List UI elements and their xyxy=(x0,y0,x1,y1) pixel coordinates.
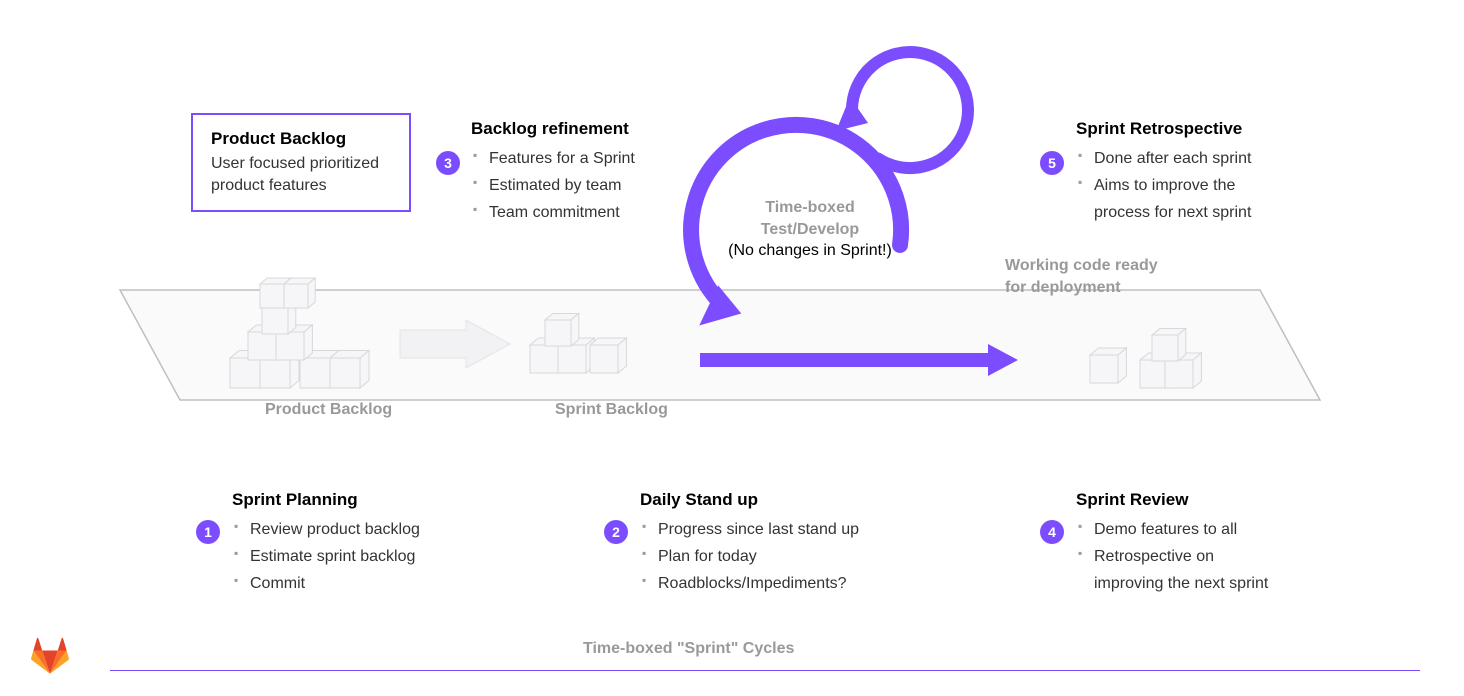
section-title-refinement: Backlog refinement xyxy=(471,119,635,139)
badge-review: 4 xyxy=(1040,520,1064,544)
section-item: Roadblocks/Impediments? xyxy=(640,570,859,597)
section-item: Estimate sprint backlog xyxy=(232,543,420,570)
ready-label: Working code ready for deployment xyxy=(1005,255,1158,298)
section-title-review: Sprint Review xyxy=(1076,490,1286,510)
badge-retrospective: 5 xyxy=(1040,151,1064,175)
footer-title: Time-boxed "Sprint" Cycles xyxy=(583,640,794,658)
section-item: Progress since last stand up xyxy=(640,516,859,543)
section-retrospective: Sprint Retrospective Done after each spri… xyxy=(1076,119,1286,227)
cube xyxy=(1152,329,1186,362)
section-items-refinement: Features for a SprintEstimated by teamTe… xyxy=(471,145,635,227)
section-item: Commit xyxy=(232,570,420,597)
section-item: Demo features to all xyxy=(1076,516,1286,543)
section-item: Estimated by team xyxy=(471,172,635,199)
section-item: Review product backlog xyxy=(232,516,420,543)
section-items-retrospective: Done after each sprintAims to improve th… xyxy=(1076,145,1286,227)
product-backlog-title: Product Backlog xyxy=(211,129,391,149)
section-standup: Daily Stand up Progress since last stand … xyxy=(640,490,859,598)
section-planning: Sprint Planning Review product backlogEst… xyxy=(232,490,420,598)
footer-line xyxy=(110,670,1420,671)
product-backlog-box: Product Backlog User focused prioritized… xyxy=(191,113,411,212)
section-item: Features for a Sprint xyxy=(471,145,635,172)
cube xyxy=(1090,348,1126,383)
center-cycle-label: Time-boxed Test/Develop (No changes in S… xyxy=(720,197,900,262)
section-item: Team commitment xyxy=(471,199,635,226)
badge-planning: 1 xyxy=(196,520,220,544)
cube xyxy=(330,351,369,389)
cube xyxy=(545,314,579,347)
section-item: Retrospective on improving the next spri… xyxy=(1076,543,1286,597)
section-item: Done after each sprint xyxy=(1076,145,1286,172)
section-item: Aims to improve the process for next spr… xyxy=(1076,172,1286,226)
center-line1: Time-boxed xyxy=(720,197,900,219)
cube xyxy=(284,278,315,308)
section-review: Sprint Review Demo features to allRetrosp… xyxy=(1076,490,1286,598)
gitlab-icon xyxy=(30,636,70,676)
badge-standup: 2 xyxy=(604,520,628,544)
small-cycle-arrowhead xyxy=(836,97,868,131)
section-items-planning: Review product backlogEstimate sprint ba… xyxy=(232,516,420,598)
section-title-planning: Sprint Planning xyxy=(232,490,420,510)
center-line2: Test/Develop xyxy=(720,219,900,241)
cube xyxy=(590,338,626,373)
section-items-standup: Progress since last stand upPlan for tod… xyxy=(640,516,859,598)
sprint-backlog-label: Sprint Backlog xyxy=(555,401,668,419)
badge-refinement: 3 xyxy=(436,151,460,175)
center-line3: (No changes in Sprint!) xyxy=(720,240,900,262)
product-backlog-desc: User focused prioritized product feature… xyxy=(211,153,391,196)
product-backlog-label: Product Backlog xyxy=(265,401,392,419)
section-item: Plan for today xyxy=(640,543,859,570)
section-title-retrospective: Sprint Retrospective xyxy=(1076,119,1286,139)
section-refinement: Backlog refinement Features for a SprintE… xyxy=(471,119,635,227)
section-title-standup: Daily Stand up xyxy=(640,490,859,510)
section-items-review: Demo features to allRetrospective on imp… xyxy=(1076,516,1286,598)
